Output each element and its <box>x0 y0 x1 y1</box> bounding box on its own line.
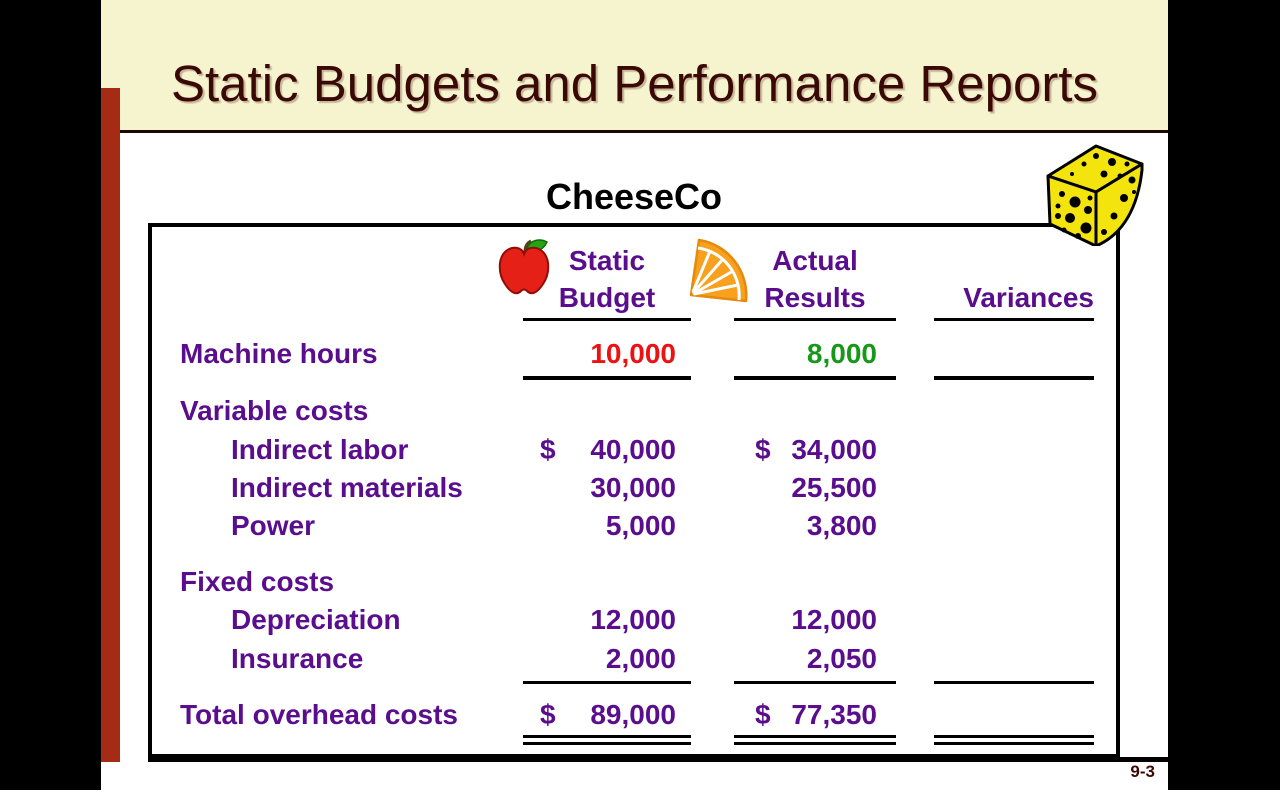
table-row-machine-hours: Machine hours 10,000 8,000 <box>0 337 1280 371</box>
budget-value: 10,000 <box>590 338 676 369</box>
table-row-depreciation: Depreciation 12,000 12,000 <box>0 603 1280 637</box>
budget-dollar-sign: $ <box>540 699 556 730</box>
subtotal-underline-budget <box>523 681 691 684</box>
actual-value: 8,000 <box>806 338 877 369</box>
table-row-total-overhead: Total overhead costs $ 89,000 $ 77,350 <box>0 698 1280 732</box>
actual-value: 3,800 <box>806 510 877 541</box>
table-row-indirect-materials: Indirect materials 30,000 25,500 <box>0 471 1280 505</box>
row-label: Indirect labor <box>231 434 409 465</box>
group-label: Fixed costs <box>180 566 335 597</box>
table-row-variable-costs: Variable costs <box>0 394 1280 428</box>
table-row-indirect-labor: Indirect labor $ 40,000 $ 34,000 <box>0 433 1280 467</box>
total-double-underline-variances <box>934 735 1094 745</box>
accent-bar <box>101 88 120 762</box>
row-label: Indirect materials <box>231 472 463 503</box>
header-underline-actual <box>734 318 896 321</box>
apple-icon <box>498 239 550 295</box>
header-underline-budget <box>523 318 691 321</box>
total-double-underline-budget <box>523 735 691 745</box>
machine-hours-underline-variances <box>934 376 1094 380</box>
row-label: Total overhead costs <box>180 699 459 730</box>
table-header-line1: Static Actual <box>0 244 1280 278</box>
budget-dollar-sign: $ <box>540 434 556 465</box>
actual-value: 2,050 <box>806 643 877 674</box>
table-row-insurance: Insurance 2,000 2,050 <box>0 642 1280 676</box>
table-row-power: Power 5,000 3,800 <box>0 509 1280 543</box>
budget-column-header-line2: Budget <box>558 282 656 313</box>
total-double-underline-actual <box>734 735 896 745</box>
group-label: Variable costs <box>180 395 369 426</box>
row-label: Machine hours <box>180 338 378 369</box>
bottom-rule <box>148 757 1280 762</box>
budget-value: 30,000 <box>590 472 676 503</box>
subtotal-underline-variances <box>934 681 1094 684</box>
header-underline-variances <box>934 318 1094 321</box>
cheese-wedge-icon <box>1046 144 1144 246</box>
actual-dollar-sign: $ <box>755 699 771 730</box>
budget-value: 5,000 <box>605 510 676 541</box>
table-header-line2: Budget Results Variances <box>0 281 1280 315</box>
actual-value: 25,500 <box>791 472 877 503</box>
machine-hours-underline-actual <box>734 376 896 380</box>
actual-value: 34,000 <box>791 434 877 465</box>
budget-column-header-line1: Static <box>568 245 646 276</box>
company-heading: CheeseCo <box>545 176 723 217</box>
row-label: Depreciation <box>231 604 401 635</box>
left-bezel <box>0 0 101 790</box>
page-number: 9-3 <box>1130 762 1155 781</box>
budget-value: 89,000 <box>590 699 676 730</box>
title-band: Static Budgets and Performance Reports <box>101 0 1168 133</box>
actual-value: 77,350 <box>791 699 877 730</box>
row-label: Insurance <box>231 643 364 674</box>
actual-value: 12,000 <box>791 604 877 635</box>
machine-hours-underline-budget <box>523 376 691 380</box>
actual-column-header-line2: Results <box>764 282 866 313</box>
right-bezel <box>1168 0 1280 790</box>
actual-dollar-sign: $ <box>755 434 771 465</box>
subtotal-underline-actual <box>734 681 896 684</box>
row-label: Power <box>231 510 316 541</box>
variances-column-header: Variances <box>963 282 1094 313</box>
actual-column-header-line1: Actual <box>772 245 858 276</box>
budget-value: 12,000 <box>590 604 676 635</box>
table-row-fixed-costs: Fixed costs <box>0 565 1280 599</box>
budget-table-frame <box>148 223 1120 758</box>
budget-value: 40,000 <box>590 434 676 465</box>
slide-title: Static Budgets and Performance Reports <box>171 55 1098 112</box>
budget-value: 2,000 <box>605 643 676 674</box>
orange-slice-icon <box>689 238 748 303</box>
